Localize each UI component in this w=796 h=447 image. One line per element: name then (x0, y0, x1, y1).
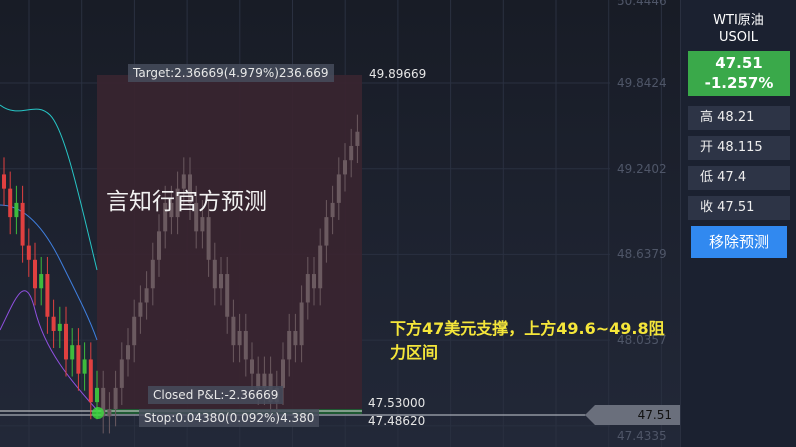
candle (51, 316, 56, 331)
watermark: 言知行官方预测 (106, 189, 267, 215)
target-zone (97, 75, 362, 411)
candle (76, 345, 81, 374)
candle (225, 274, 230, 317)
candle (163, 202, 168, 232)
candle (181, 174, 186, 189)
axis-label: 48.0357 (617, 333, 667, 347)
candle (95, 387, 99, 403)
price-chart[interactable]: 50.4446 49.8424 49.2402 48.6379 48.0357 … (0, 0, 680, 447)
closed-pnl-label: Closed P&L:-2.36669 (148, 386, 284, 404)
candle (256, 373, 261, 388)
stat-label: 收 (700, 200, 714, 215)
stat-open: 开 48.115 (688, 136, 790, 160)
axis-label: 48.6379 (617, 247, 667, 261)
stat-value: 47.51 (717, 200, 755, 215)
stat-value: 47.4 (717, 170, 747, 185)
candle (150, 259, 155, 289)
candle (20, 202, 25, 246)
price-box: 47.51 -1.257% (688, 51, 790, 96)
axis-label: 50.4446 (617, 0, 667, 8)
candle (281, 359, 285, 388)
candle (219, 274, 223, 289)
candle (88, 359, 93, 403)
candle (318, 245, 323, 289)
target-price: 49.89669 (369, 67, 427, 81)
stat-label: 低 (700, 170, 714, 185)
candle (336, 174, 341, 203)
candle (231, 316, 236, 346)
candle (33, 259, 37, 289)
bollinger-lower (0, 290, 98, 411)
candle (57, 323, 62, 331)
candle (188, 174, 192, 203)
stat-low: 低 47.4 (688, 166, 790, 190)
axis-label: 49.8424 (617, 76, 667, 90)
candle (206, 217, 211, 260)
candle (169, 202, 174, 218)
candle (355, 131, 360, 146)
price-change: -1.257% (704, 74, 774, 92)
axis-label: 49.2402 (617, 162, 667, 176)
chart-canvas[interactable] (0, 0, 680, 447)
candle (299, 302, 304, 346)
last-price: 47.51 (715, 54, 763, 72)
candle (237, 330, 242, 346)
candle (250, 359, 254, 374)
candle (144, 288, 149, 303)
candle (343, 160, 347, 175)
candle (2, 174, 6, 189)
candle (8, 188, 13, 218)
candle (107, 409, 112, 417)
candle (132, 316, 137, 346)
candle (349, 145, 354, 161)
candle (305, 274, 310, 303)
current-price-tag: 47.51 (585, 405, 680, 425)
candle (64, 323, 68, 360)
stop-price: 47.48620 (368, 414, 426, 428)
candle (45, 274, 50, 317)
entry-marker (92, 407, 104, 419)
stat-close: 收 47.51 (688, 196, 790, 220)
entry-price: 47.53000 (368, 396, 426, 410)
candle (101, 387, 106, 417)
axis-label: 47.4335 (617, 429, 667, 443)
candle (200, 217, 205, 232)
instrument-symbol: USOIL (718, 30, 759, 45)
bollinger-upper (0, 104, 98, 271)
candle (26, 245, 31, 260)
candle (175, 188, 180, 218)
candle (119, 359, 124, 388)
candle (287, 330, 292, 360)
candle (138, 302, 143, 317)
candle (293, 330, 298, 346)
stat-value: 48.21 (717, 110, 755, 125)
stat-label: 高 (700, 110, 714, 125)
candle (157, 231, 161, 260)
instrument-name: WTI原油 (713, 13, 764, 28)
candle (39, 274, 44, 289)
candle (330, 202, 335, 218)
bollinger-middle (0, 204, 98, 341)
candle (243, 330, 248, 360)
candle (324, 217, 329, 246)
stat-high: 高 48.21 (688, 106, 790, 130)
sidebar: WTI原油 USOIL 47.51 -1.257% 高 48.21 开 48.1… (680, 0, 796, 447)
candle (113, 387, 118, 410)
candle (194, 202, 199, 232)
candle (312, 274, 316, 289)
target-label: Target:2.36669(4.979%)236.669 (128, 64, 334, 82)
candle (82, 359, 87, 374)
candle (212, 259, 217, 289)
candle (262, 373, 267, 388)
stop-label: Stop:0.04380(0.092%)4.380 (139, 409, 320, 427)
stat-value: 48.115 (717, 140, 763, 155)
candle (70, 345, 75, 360)
remove-prediction-button[interactable]: 移除预测 (691, 226, 787, 258)
analysis-note: 下方47美元支撑，上方49.6~49.8阻力区间 (390, 319, 665, 362)
stat-label: 开 (700, 140, 714, 155)
candle (126, 345, 130, 360)
candle (14, 202, 19, 218)
